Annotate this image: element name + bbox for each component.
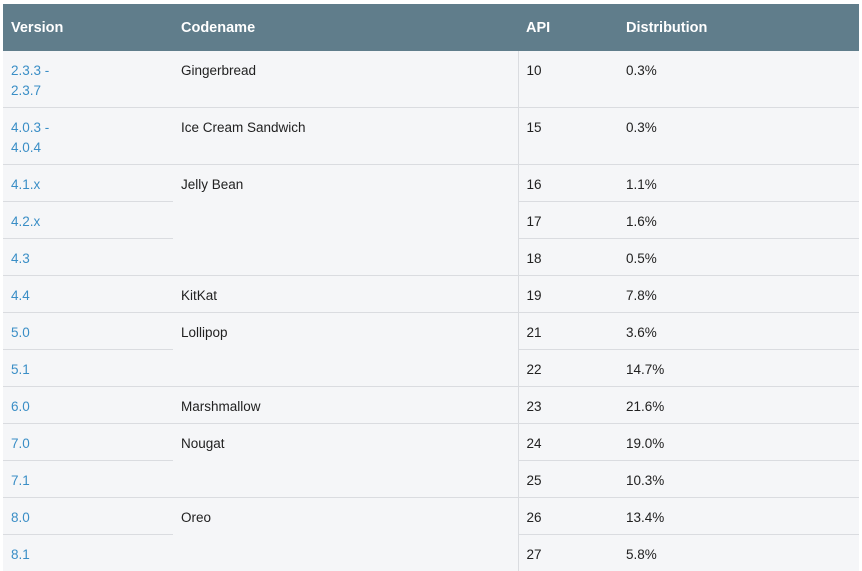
version-link[interactable]: 4.1.x <box>11 177 40 192</box>
version-cell: 4.0.3 -4.0.4 <box>3 108 173 165</box>
table-row: 6.0 Marshmallow 23 21.6% <box>3 387 859 424</box>
version-cell: 4.1.x <box>3 165 173 202</box>
distribution-cell: 0.3% <box>618 51 859 108</box>
api-cell: 18 <box>518 239 618 276</box>
version-cell: 4.2.x <box>3 202 173 239</box>
api-cell: 27 <box>518 535 618 571</box>
api-cell: 26 <box>518 498 618 535</box>
version-cell: 6.0 <box>3 387 173 424</box>
codename-cell: Jelly Bean <box>173 165 518 276</box>
api-cell: 15 <box>518 108 618 165</box>
version-cell: 5.1 <box>3 350 173 387</box>
api-cell: 16 <box>518 165 618 202</box>
table-row: 4.1.x Jelly Bean 16 1.1% <box>3 165 859 202</box>
codename-cell: Gingerbread <box>173 51 518 108</box>
distribution-cell: 1.1% <box>618 165 859 202</box>
distribution-cell: 10.3% <box>618 461 859 498</box>
api-cell: 21 <box>518 313 618 350</box>
version-link[interactable]: 8.0 <box>11 510 30 525</box>
android-distribution-table: Version Codename API Distribution 2.3.3 … <box>3 4 859 571</box>
distribution-cell: 13.4% <box>618 498 859 535</box>
api-cell: 24 <box>518 424 618 461</box>
codename-cell: Ice Cream Sandwich <box>173 108 518 165</box>
table-row: 4.4 KitKat 19 7.8% <box>3 276 859 313</box>
version-link[interactable]: 4.3 <box>11 251 30 266</box>
table-row: 7.0 Nougat 24 19.0% <box>3 424 859 461</box>
distribution-cell: 1.6% <box>618 202 859 239</box>
table-row: 4.0.3 -4.0.4 Ice Cream Sandwich 15 0.3% <box>3 108 859 165</box>
codename-cell: Lollipop <box>173 313 518 387</box>
header-api: API <box>518 4 618 51</box>
version-link[interactable]: 5.1 <box>11 362 30 377</box>
version-cell: 7.0 <box>3 424 173 461</box>
api-cell: 19 <box>518 276 618 313</box>
version-link[interactable]: 4.4 <box>11 288 30 303</box>
version-link[interactable]: 5.0 <box>11 325 30 340</box>
distribution-cell: 0.3% <box>618 108 859 165</box>
version-cell: 4.3 <box>3 239 173 276</box>
version-link[interactable]: 4.2.x <box>11 214 40 229</box>
version-link[interactable]: 7.1 <box>11 473 30 488</box>
codename-cell: Marshmallow <box>173 387 518 424</box>
codename-cell: KitKat <box>173 276 518 313</box>
version-link[interactable]: 7.0 <box>11 436 30 451</box>
distribution-cell: 14.7% <box>618 350 859 387</box>
header-version: Version <box>3 4 173 51</box>
distribution-cell: 19.0% <box>618 424 859 461</box>
table-row: 2.3.3 -2.3.7 Gingerbread 10 0.3% <box>3 51 859 108</box>
version-link[interactable]: 6.0 <box>11 399 30 414</box>
header-distribution: Distribution <box>618 4 859 51</box>
codename-cell: Nougat <box>173 424 518 498</box>
version-cell: 2.3.3 -2.3.7 <box>3 51 173 108</box>
version-link[interactable]: 8.1 <box>11 547 30 562</box>
api-cell: 22 <box>518 350 618 387</box>
version-cell: 5.0 <box>3 313 173 350</box>
api-cell: 25 <box>518 461 618 498</box>
table-header-row: Version Codename API Distribution <box>3 4 859 51</box>
distribution-cell: 0.5% <box>618 239 859 276</box>
distribution-cell: 7.8% <box>618 276 859 313</box>
version-link[interactable]: 2.3.3 -2.3.7 <box>11 63 49 98</box>
api-cell: 17 <box>518 202 618 239</box>
table-row: 8.0 Oreo 26 13.4% <box>3 498 859 535</box>
distribution-cell: 3.6% <box>618 313 859 350</box>
api-cell: 23 <box>518 387 618 424</box>
table-row: 5.0 Lollipop 21 3.6% <box>3 313 859 350</box>
version-link[interactable]: 4.0.3 -4.0.4 <box>11 120 49 155</box>
distribution-cell: 5.8% <box>618 535 859 571</box>
header-codename: Codename <box>173 4 518 51</box>
codename-cell: Oreo <box>173 498 518 571</box>
version-cell: 8.0 <box>3 498 173 535</box>
version-cell: 4.4 <box>3 276 173 313</box>
version-cell: 8.1 <box>3 535 173 571</box>
version-cell: 7.1 <box>3 461 173 498</box>
distribution-cell: 21.6% <box>618 387 859 424</box>
api-cell: 10 <box>518 51 618 108</box>
distribution-table-wrapper: Version Codename API Distribution 2.3.3 … <box>3 4 859 571</box>
